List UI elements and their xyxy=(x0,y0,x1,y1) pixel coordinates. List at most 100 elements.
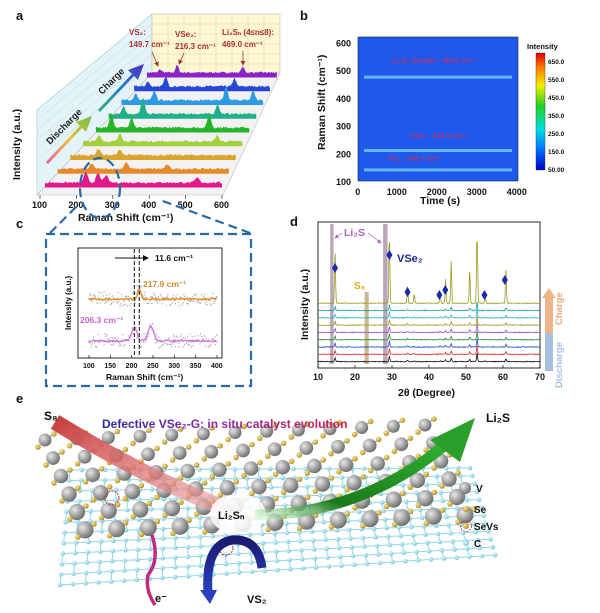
y-tick-label: 500 xyxy=(336,66,351,76)
heatmap-band xyxy=(364,75,512,79)
carbon-atom xyxy=(273,549,279,554)
x-tick-label: 30 xyxy=(387,372,397,382)
se-atom xyxy=(249,441,255,448)
carbon-atom xyxy=(97,559,102,565)
se-atom xyxy=(193,511,200,517)
v-atom xyxy=(243,461,259,476)
data-point xyxy=(95,346,98,349)
se-atom xyxy=(67,516,73,522)
se-atom xyxy=(138,531,145,538)
se-atom xyxy=(225,460,232,467)
x-axis-ticks: 100 200 300 400 500 600 xyxy=(32,195,229,210)
se-atom xyxy=(304,494,311,501)
data-point xyxy=(185,337,187,339)
side-wall-gridline xyxy=(36,43,153,141)
legend-v-label: V xyxy=(476,484,483,495)
data-point xyxy=(135,292,137,294)
data-point xyxy=(152,296,154,298)
v-atom xyxy=(394,437,409,452)
title-part-2: in situ catalyst evolution xyxy=(207,417,347,431)
vs2-label: VS₂ xyxy=(247,594,267,606)
data-point xyxy=(172,294,175,296)
carbon-atom xyxy=(257,494,263,500)
carbon-atom xyxy=(300,565,306,571)
data-point xyxy=(162,344,164,346)
carbon-atom xyxy=(414,549,419,555)
data-point xyxy=(151,302,153,305)
colorbar-tick-label: 50.00 xyxy=(548,167,565,174)
v-atom xyxy=(124,483,141,500)
carbon-atom xyxy=(197,467,202,472)
data-point xyxy=(128,300,131,302)
se-atom xyxy=(161,439,168,445)
y-axis-label: Raman Shift (cm⁻¹) xyxy=(316,55,328,150)
data-point xyxy=(159,293,161,296)
v-atom xyxy=(204,444,219,459)
x-tick-label: 0 xyxy=(355,187,360,197)
carbon-atom xyxy=(349,544,355,550)
data-point xyxy=(106,334,108,336)
legend-se-label: Se xyxy=(474,505,487,516)
data-point xyxy=(111,295,114,297)
annotation-vs2-name: VS₂: xyxy=(129,28,146,37)
carbon-atom xyxy=(136,527,141,532)
se-atom xyxy=(455,519,461,525)
se-atom xyxy=(423,447,429,453)
carbon-atom xyxy=(62,530,67,535)
carbon-atom xyxy=(160,536,166,541)
data-point xyxy=(124,303,126,306)
band-label: VSe₂ : 216.3 cm⁻¹ xyxy=(410,133,469,140)
zoom-box xyxy=(44,232,253,388)
series-label-orange: 217.9 cm⁻¹ xyxy=(143,279,186,289)
carbon-atom xyxy=(324,546,329,551)
carbon-atom xyxy=(339,563,344,568)
discharge-arrow xyxy=(46,116,92,164)
v-atom xyxy=(362,438,377,453)
se-atom xyxy=(162,463,168,470)
data-point xyxy=(192,300,194,302)
y-tick-label: 200 xyxy=(336,149,351,159)
se-atom xyxy=(154,518,161,525)
v-atom xyxy=(323,422,337,436)
se-atom xyxy=(217,442,224,449)
carbon-atom xyxy=(134,577,140,582)
carbon-atom xyxy=(286,548,292,554)
data-point xyxy=(173,336,176,338)
data-point xyxy=(157,296,160,298)
carbon-atom xyxy=(198,573,203,578)
se-atom xyxy=(122,495,129,502)
annotation-vse2-name: VSe₂: xyxy=(175,30,196,39)
carbon-atom xyxy=(224,571,229,576)
v-atom xyxy=(448,488,466,506)
carbon-atom xyxy=(382,517,388,522)
carbon-atom xyxy=(322,528,327,534)
se-atom xyxy=(344,486,350,493)
data-point xyxy=(170,303,172,306)
carbon-atom xyxy=(185,564,191,569)
spectrum-base-bar xyxy=(57,171,229,174)
data-point xyxy=(214,300,216,303)
v-atom xyxy=(38,433,52,447)
se-atom xyxy=(407,435,414,442)
v-atom xyxy=(132,501,149,518)
v-atom xyxy=(77,449,92,464)
carbon-atom xyxy=(173,496,178,502)
v-atom xyxy=(133,429,147,443)
v-atom xyxy=(456,506,474,524)
se-atom xyxy=(177,426,184,432)
se-atom xyxy=(391,448,398,455)
carbon-atom xyxy=(423,532,428,537)
y-tick-label: 400 xyxy=(336,94,351,104)
carbon-atom xyxy=(476,497,482,502)
data-point xyxy=(140,285,143,287)
carbon-atom xyxy=(197,476,202,482)
v-atom xyxy=(314,476,331,492)
se-atom xyxy=(98,465,105,472)
carbon-atom xyxy=(467,465,473,471)
plot-area xyxy=(317,221,541,369)
carbon-atom xyxy=(360,535,366,541)
data-point xyxy=(143,333,146,335)
se-atom xyxy=(447,501,453,507)
carbon-atom xyxy=(222,533,228,538)
data-point xyxy=(144,291,146,293)
